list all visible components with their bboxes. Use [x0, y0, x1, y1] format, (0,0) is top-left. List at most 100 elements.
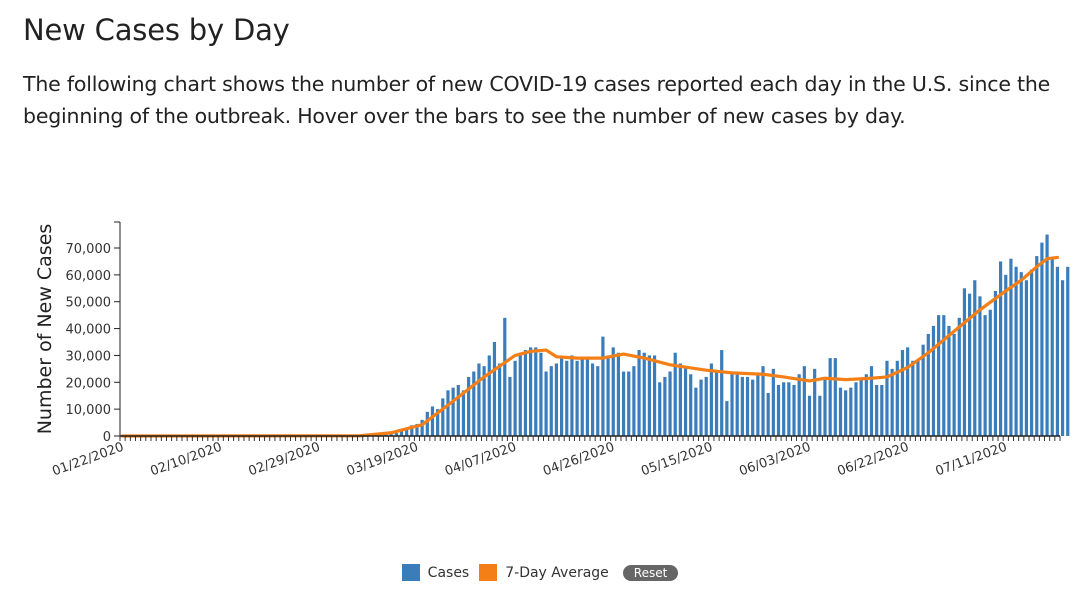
case-bar[interactable]: [616, 352, 621, 436]
case-bar[interactable]: [621, 371, 626, 436]
case-bar[interactable]: [756, 374, 760, 436]
case-bar[interactable]: [978, 296, 982, 436]
case-bar[interactable]: [802, 366, 806, 436]
case-bar[interactable]: [787, 382, 791, 436]
case-bar[interactable]: [1024, 280, 1029, 436]
case-bar[interactable]: [937, 315, 941, 436]
case-bar[interactable]: [482, 366, 486, 436]
reset-button[interactable]: Reset: [622, 564, 679, 581]
case-bar[interactable]: [782, 382, 786, 436]
case-bar[interactable]: [683, 366, 688, 436]
case-bar[interactable]: [436, 409, 440, 436]
case-bar[interactable]: [389, 433, 393, 436]
case-bar[interactable]: [999, 261, 1003, 436]
case-bar[interactable]: [508, 376, 512, 436]
case-bar[interactable]: [461, 390, 466, 436]
case-bar[interactable]: [849, 387, 853, 436]
case-bar[interactable]: [637, 350, 641, 436]
case-bar[interactable]: [714, 371, 719, 436]
case-bar[interactable]: [828, 358, 832, 436]
case-bar[interactable]: [988, 309, 992, 436]
case-bar[interactable]: [663, 376, 667, 436]
case-bar[interactable]: [854, 382, 858, 436]
case-bar[interactable]: [900, 350, 905, 436]
case-bar[interactable]: [405, 428, 409, 436]
case-bar[interactable]: [446, 390, 450, 436]
case-bar[interactable]: [720, 350, 724, 436]
case-bar[interactable]: [523, 350, 528, 436]
case-bar[interactable]: [430, 406, 435, 436]
case-bar[interactable]: [776, 384, 781, 436]
case-bar[interactable]: [415, 423, 419, 436]
case-bar[interactable]: [1004, 274, 1008, 436]
case-bar[interactable]: [518, 352, 522, 436]
case-bar[interactable]: [952, 333, 956, 436]
case-bar[interactable]: [890, 368, 894, 436]
case-bar[interactable]: [425, 411, 429, 436]
case-bar[interactable]: [580, 358, 584, 436]
case-bar[interactable]: [477, 363, 481, 436]
case-bar[interactable]: [689, 374, 693, 436]
case-bar[interactable]: [864, 374, 868, 436]
case-bar[interactable]: [1060, 280, 1065, 436]
case-bar[interactable]: [544, 371, 548, 436]
case-bar[interactable]: [492, 342, 497, 436]
case-bar[interactable]: [745, 376, 750, 436]
case-bar[interactable]: [420, 419, 424, 436]
case-bar[interactable]: [931, 325, 936, 436]
legend-item-average[interactable]: 7-Day Average: [479, 564, 609, 581]
case-bar[interactable]: [895, 360, 899, 436]
case-bar[interactable]: [807, 395, 812, 436]
case-bars[interactable]: [358, 234, 1070, 436]
case-bar[interactable]: [818, 395, 822, 436]
case-bar[interactable]: [885, 360, 889, 436]
case-bar[interactable]: [678, 363, 682, 436]
case-bar[interactable]: [761, 366, 765, 436]
case-bar[interactable]: [751, 379, 755, 436]
case-bar[interactable]: [833, 358, 837, 436]
case-bar[interactable]: [399, 431, 404, 436]
case-bar[interactable]: [1040, 242, 1044, 436]
case-bar[interactable]: [921, 344, 925, 436]
case-bar[interactable]: [606, 355, 610, 436]
case-bar[interactable]: [570, 355, 574, 436]
case-bar[interactable]: [709, 363, 713, 436]
case-bar[interactable]: [771, 368, 775, 436]
case-bar[interactable]: [472, 371, 476, 436]
case-bar[interactable]: [766, 393, 770, 436]
case-bar[interactable]: [916, 360, 920, 436]
case-bar[interactable]: [880, 384, 884, 436]
case-bar[interactable]: [1019, 272, 1023, 436]
case-bar[interactable]: [611, 347, 615, 436]
case-bar[interactable]: [513, 360, 517, 436]
case-bar[interactable]: [792, 384, 796, 436]
case-bar[interactable]: [1035, 256, 1039, 436]
case-bar[interactable]: [869, 366, 874, 436]
case-bar[interactable]: [601, 336, 605, 436]
case-bar[interactable]: [973, 280, 977, 436]
case-bar[interactable]: [487, 355, 491, 436]
case-bar[interactable]: [813, 368, 817, 436]
case-bar[interactable]: [498, 363, 502, 436]
case-bar[interactable]: [962, 288, 967, 436]
case-bar[interactable]: [590, 363, 595, 436]
case-bar[interactable]: [983, 315, 987, 436]
case-bar[interactable]: [451, 387, 455, 436]
case-bar[interactable]: [926, 333, 930, 436]
case-bar[interactable]: [875, 384, 879, 436]
case-bar[interactable]: [534, 347, 538, 436]
case-bar[interactable]: [704, 376, 708, 436]
case-bar[interactable]: [529, 347, 533, 436]
case-bar[interactable]: [394, 432, 398, 436]
case-bar[interactable]: [559, 358, 564, 436]
case-bar[interactable]: [539, 352, 543, 436]
case-bar[interactable]: [668, 371, 672, 436]
case-bar[interactable]: [694, 387, 698, 436]
case-bar[interactable]: [906, 347, 910, 436]
case-bar[interactable]: [844, 390, 848, 436]
new-cases-chart[interactable]: 0 10,000 20,000 30,000 40,000 50,000 60,000 70,…: [0, 0, 1080, 560]
case-bar[interactable]: [1045, 234, 1049, 436]
case-bar[interactable]: [968, 293, 972, 436]
case-bar[interactable]: [730, 371, 734, 436]
case-bar[interactable]: [549, 366, 553, 436]
